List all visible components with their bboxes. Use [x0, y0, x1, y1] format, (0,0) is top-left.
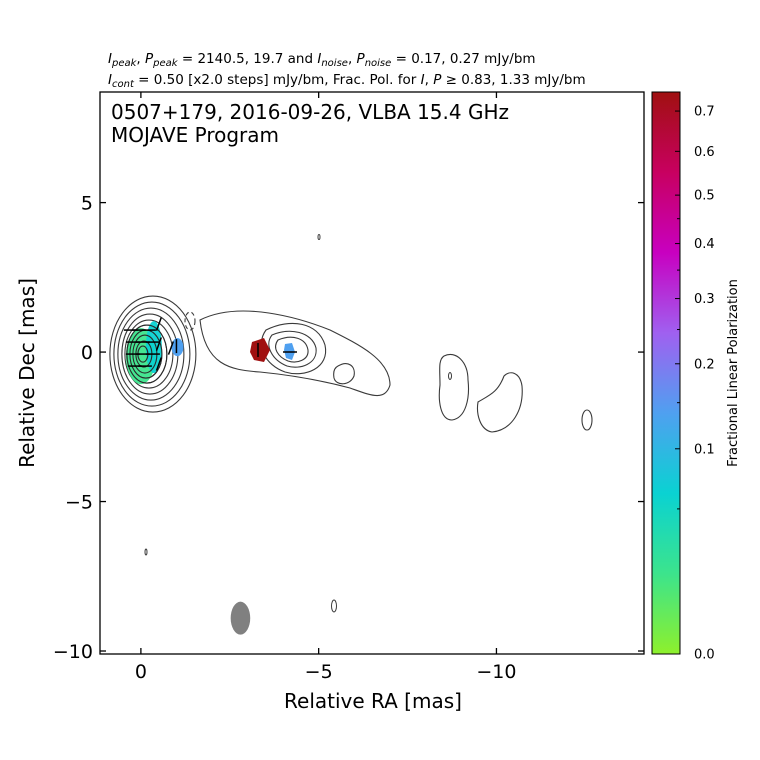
intensity-contour: [117, 307, 185, 401]
colorbar-tick-label: 0.2: [694, 357, 715, 372]
radio-map: [109, 234, 593, 635]
isolated-contour: [581, 409, 593, 431]
chart-subtitle: MOJAVE Program: [111, 123, 279, 147]
evpa-tick: [155, 337, 162, 351]
evpa-tick: [155, 317, 162, 331]
polarization-core-patch: [145, 321, 162, 374]
axes-frame: [99, 91, 645, 655]
colorbar-fill: [651, 91, 681, 655]
colorbar-tick-label: 0.0: [694, 648, 715, 663]
intensity-contour: [109, 295, 197, 413]
y-axis: 5 0 −5 −10: [53, 193, 644, 663]
jet-contour: [268, 330, 317, 368]
colorbar-tick-label: 0.5: [694, 189, 715, 204]
colorbar-tick-label: 0.3: [694, 292, 715, 307]
isolated-contour: [317, 234, 321, 240]
intensity-contour: [113, 301, 191, 407]
intensity-contour: [124, 319, 174, 389]
isolated-contour: [144, 548, 148, 556]
x-tick-label: 0: [135, 661, 147, 683]
isolated-contour: [448, 372, 452, 380]
polarization-inner-jet: [171, 338, 184, 357]
negative-contour: [184, 311, 196, 331]
colorbar-tick-label: 0.1: [694, 442, 715, 457]
evpa-tick: [155, 357, 162, 371]
jet-contour: [199, 310, 391, 397]
beam-ellipse: [230, 601, 251, 635]
y-tick-label: −10: [53, 641, 93, 663]
evpa-tick: [167, 341, 174, 355]
isolated-contour: [331, 599, 337, 613]
y-tick-label: −5: [65, 492, 93, 514]
jet-contour: [333, 363, 355, 385]
header-line-1: Ipeak, Ppeak = 2140.5, 19.7 and Inoise, …: [108, 51, 536, 69]
polarization-knot: [250, 338, 270, 362]
jet-contour: [438, 354, 470, 421]
x-axis: 0 −5 −10: [135, 92, 516, 683]
x-tick-label: −10: [476, 661, 516, 683]
colorbar-ticks: 0.0 0.1 0.2 0.3 0.4 0.5 0.6 0.7: [675, 105, 715, 663]
jet-contour: [476, 372, 523, 433]
x-tick-label: −5: [305, 661, 333, 683]
y-tick-label: 0: [81, 342, 93, 364]
y-axis-label: Relative Dec [mas]: [15, 278, 39, 468]
jet-contour: [275, 336, 309, 363]
y-tick-label: 5: [81, 193, 93, 215]
colorbar-label: Fractional Linear Polarization: [726, 279, 741, 467]
colorbar: 0.0 0.1 0.2 0.3 0.4 0.5 0.6 0.7 Fractional Line…: [651, 91, 741, 663]
chart-title: 0507+179, 2016-09-26, VLBA 15.4 GHz: [111, 100, 509, 124]
header-line-2: Icont = 0.50 [x2.0 steps] mJy/bm, Frac. …: [108, 72, 586, 90]
plot-area: 0507+179, 2016-09-26, VLBA 15.4 GHz MOJA…: [53, 91, 645, 683]
colorbar-tick-label: 0.7: [694, 105, 715, 120]
colorbar-tick-label: 0.4: [694, 237, 715, 252]
x-axis-label: Relative RA [mas]: [284, 689, 462, 713]
colorbar-tick-label: 0.6: [694, 145, 715, 160]
